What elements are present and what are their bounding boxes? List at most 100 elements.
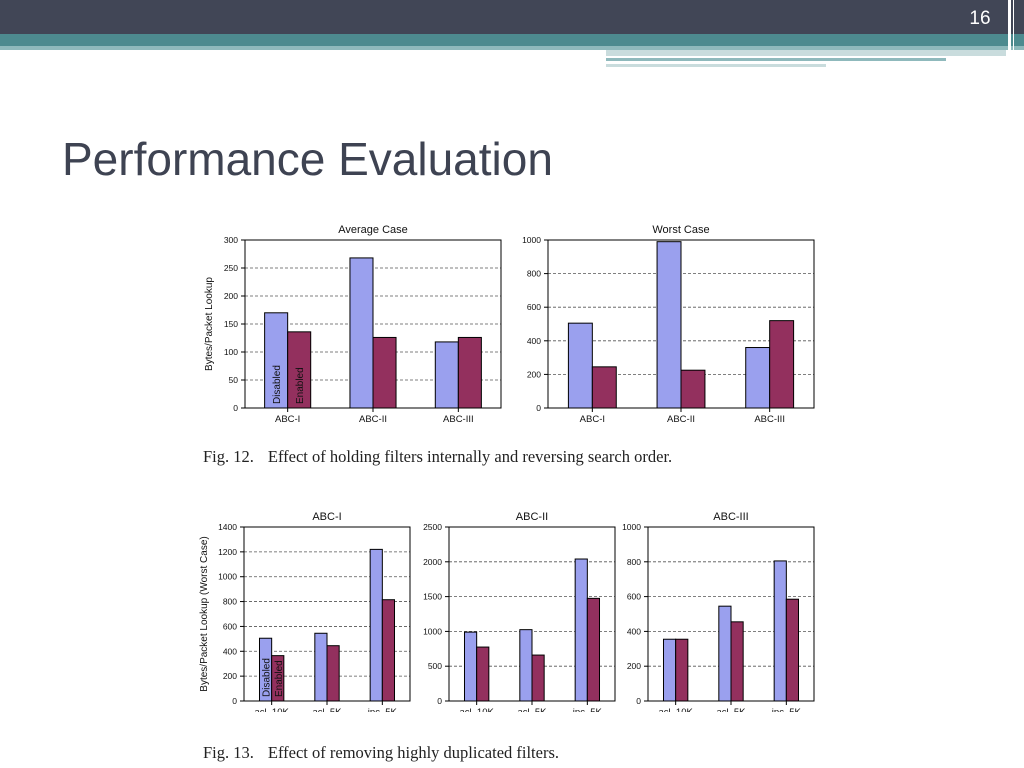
x-tick-label: acl_5K	[312, 707, 342, 712]
bar-disabled	[349, 257, 374, 409]
chart-title: ABC-II	[516, 511, 548, 523]
bar-enabled	[372, 336, 397, 409]
figure-caption-text: Effect of holding filters internally and…	[267, 447, 673, 466]
legend-label-enabled: Enabled	[274, 660, 285, 697]
y-tick-label: 0	[536, 403, 541, 413]
y-tick-label: 2000	[423, 557, 442, 567]
y-tick-label: 1000	[622, 522, 641, 532]
y-axis-label: Bytes/Packet Lookup (Worst Case)	[199, 536, 210, 691]
y-tick-label: 1500	[423, 592, 442, 602]
y-tick-label: 400	[627, 626, 641, 636]
y-tick-label: 2500	[423, 522, 442, 532]
header-stripe-light	[0, 46, 1024, 50]
x-tick-label: ipc_5K	[772, 707, 802, 712]
y-tick-label: 100	[224, 347, 238, 357]
y-tick-label: 150	[224, 319, 238, 329]
slide-number: 16	[969, 8, 991, 29]
figure-caption: Fig. 12. Effect of holding filters intern…	[203, 447, 672, 467]
bar-disabled	[574, 558, 588, 702]
x-tick-label: acl_10K	[254, 707, 289, 712]
header-stripe	[0, 34, 1024, 46]
x-tick-label: ABC-III	[443, 414, 474, 425]
figure-caption: Fig. 13. Effect of removing highly duplic…	[203, 743, 559, 763]
y-tick-label: 1000	[423, 626, 442, 636]
chart-title: ABC-III	[713, 511, 748, 523]
bar-enabled	[287, 331, 312, 409]
chart-title: Average Case	[338, 224, 408, 236]
bar-enabled	[591, 366, 617, 409]
y-tick-label: 1000	[522, 235, 541, 245]
legend-label-disabled: Disabled	[272, 365, 283, 404]
figure-charts: 0 50 100 150 200 250 300 Average Case Bytes/Pack…	[199, 224, 815, 712]
y-tick-label: 400	[527, 336, 541, 346]
y-tick-label: 0	[636, 696, 641, 706]
y-tick-label: 1000	[218, 572, 237, 582]
y-tick-label: 600	[627, 592, 641, 602]
y-tick-label: 0	[437, 696, 442, 706]
y-tick-label: 500	[428, 661, 442, 671]
bar-disabled	[718, 605, 732, 702]
bar-disabled	[656, 241, 682, 409]
y-tick-label: 200	[527, 369, 541, 379]
y-tick-label: 200	[224, 291, 238, 301]
figure-caption-text: Effect of removing highly duplicated fil…	[267, 743, 560, 762]
bar-enabled	[476, 646, 490, 702]
x-tick-label: acl_5K	[517, 707, 547, 712]
x-tick-label: ipc_5K	[573, 707, 603, 712]
y-tick-label: 800	[223, 597, 237, 607]
bar-disabled	[567, 322, 593, 409]
legend-label-disabled: Disabled	[262, 658, 273, 697]
y-tick-label: 1400	[218, 522, 237, 532]
bar-enabled	[271, 655, 285, 702]
y-tick-label: 800	[627, 557, 641, 567]
bar-enabled	[381, 599, 396, 702]
x-tick-label: ABC-II	[359, 414, 387, 425]
accent-line	[606, 64, 826, 67]
chart-title: Worst Case	[652, 224, 709, 236]
y-tick-label: 400	[223, 646, 237, 656]
y-tick-label: 200	[627, 661, 641, 671]
legend-label-enabled: Enabled	[295, 367, 306, 404]
bar-enabled	[457, 336, 482, 409]
y-tick-label: 0	[232, 696, 237, 706]
y-tick-label: 200	[223, 671, 237, 681]
bar-disabled	[434, 341, 459, 409]
bar-enabled	[680, 369, 706, 409]
y-tick-label: 800	[527, 269, 541, 279]
bar-disabled	[662, 638, 677, 702]
y-tick-label: 600	[223, 621, 237, 631]
x-tick-label: ABC-I	[580, 414, 605, 425]
bar-enabled	[675, 638, 689, 702]
bar-disabled	[519, 629, 533, 702]
bar-enabled	[785, 598, 800, 702]
bar-enabled	[531, 654, 545, 702]
chart-title: ABC-I	[312, 511, 341, 523]
slide-title: Performance Evaluation	[62, 133, 553, 185]
y-tick-label: 1200	[218, 547, 237, 557]
x-tick-label: ABC-II	[667, 414, 695, 425]
y-tick-label: 600	[527, 302, 541, 312]
bar-disabled	[369, 548, 383, 702]
accent-vertical-line	[1008, 0, 1011, 70]
x-tick-label: acl_10K	[658, 707, 693, 712]
y-tick-label: 250	[224, 263, 238, 273]
accent-line	[606, 50, 1006, 56]
bar-disabled	[773, 560, 787, 702]
bar-disabled	[463, 631, 478, 702]
y-tick-label: 0	[233, 403, 238, 413]
bar-enabled	[326, 645, 340, 702]
y-axis-label: Bytes/Packet Lookup	[204, 277, 215, 371]
accent-line	[606, 58, 946, 61]
x-tick-label: ABC-III	[754, 414, 785, 425]
accent-vertical-line	[1013, 0, 1014, 70]
x-tick-label: acl_5K	[716, 707, 746, 712]
figure-number: Fig. 12.	[203, 447, 254, 466]
bar-disabled	[314, 632, 328, 702]
figure-number: Fig. 13.	[203, 743, 254, 762]
y-tick-label: 300	[224, 235, 238, 245]
bar-enabled	[730, 621, 744, 702]
y-tick-label: 50	[229, 375, 239, 385]
bar-enabled	[586, 597, 601, 702]
bar-disabled	[745, 347, 771, 409]
x-tick-label: ipc_5K	[368, 707, 398, 712]
